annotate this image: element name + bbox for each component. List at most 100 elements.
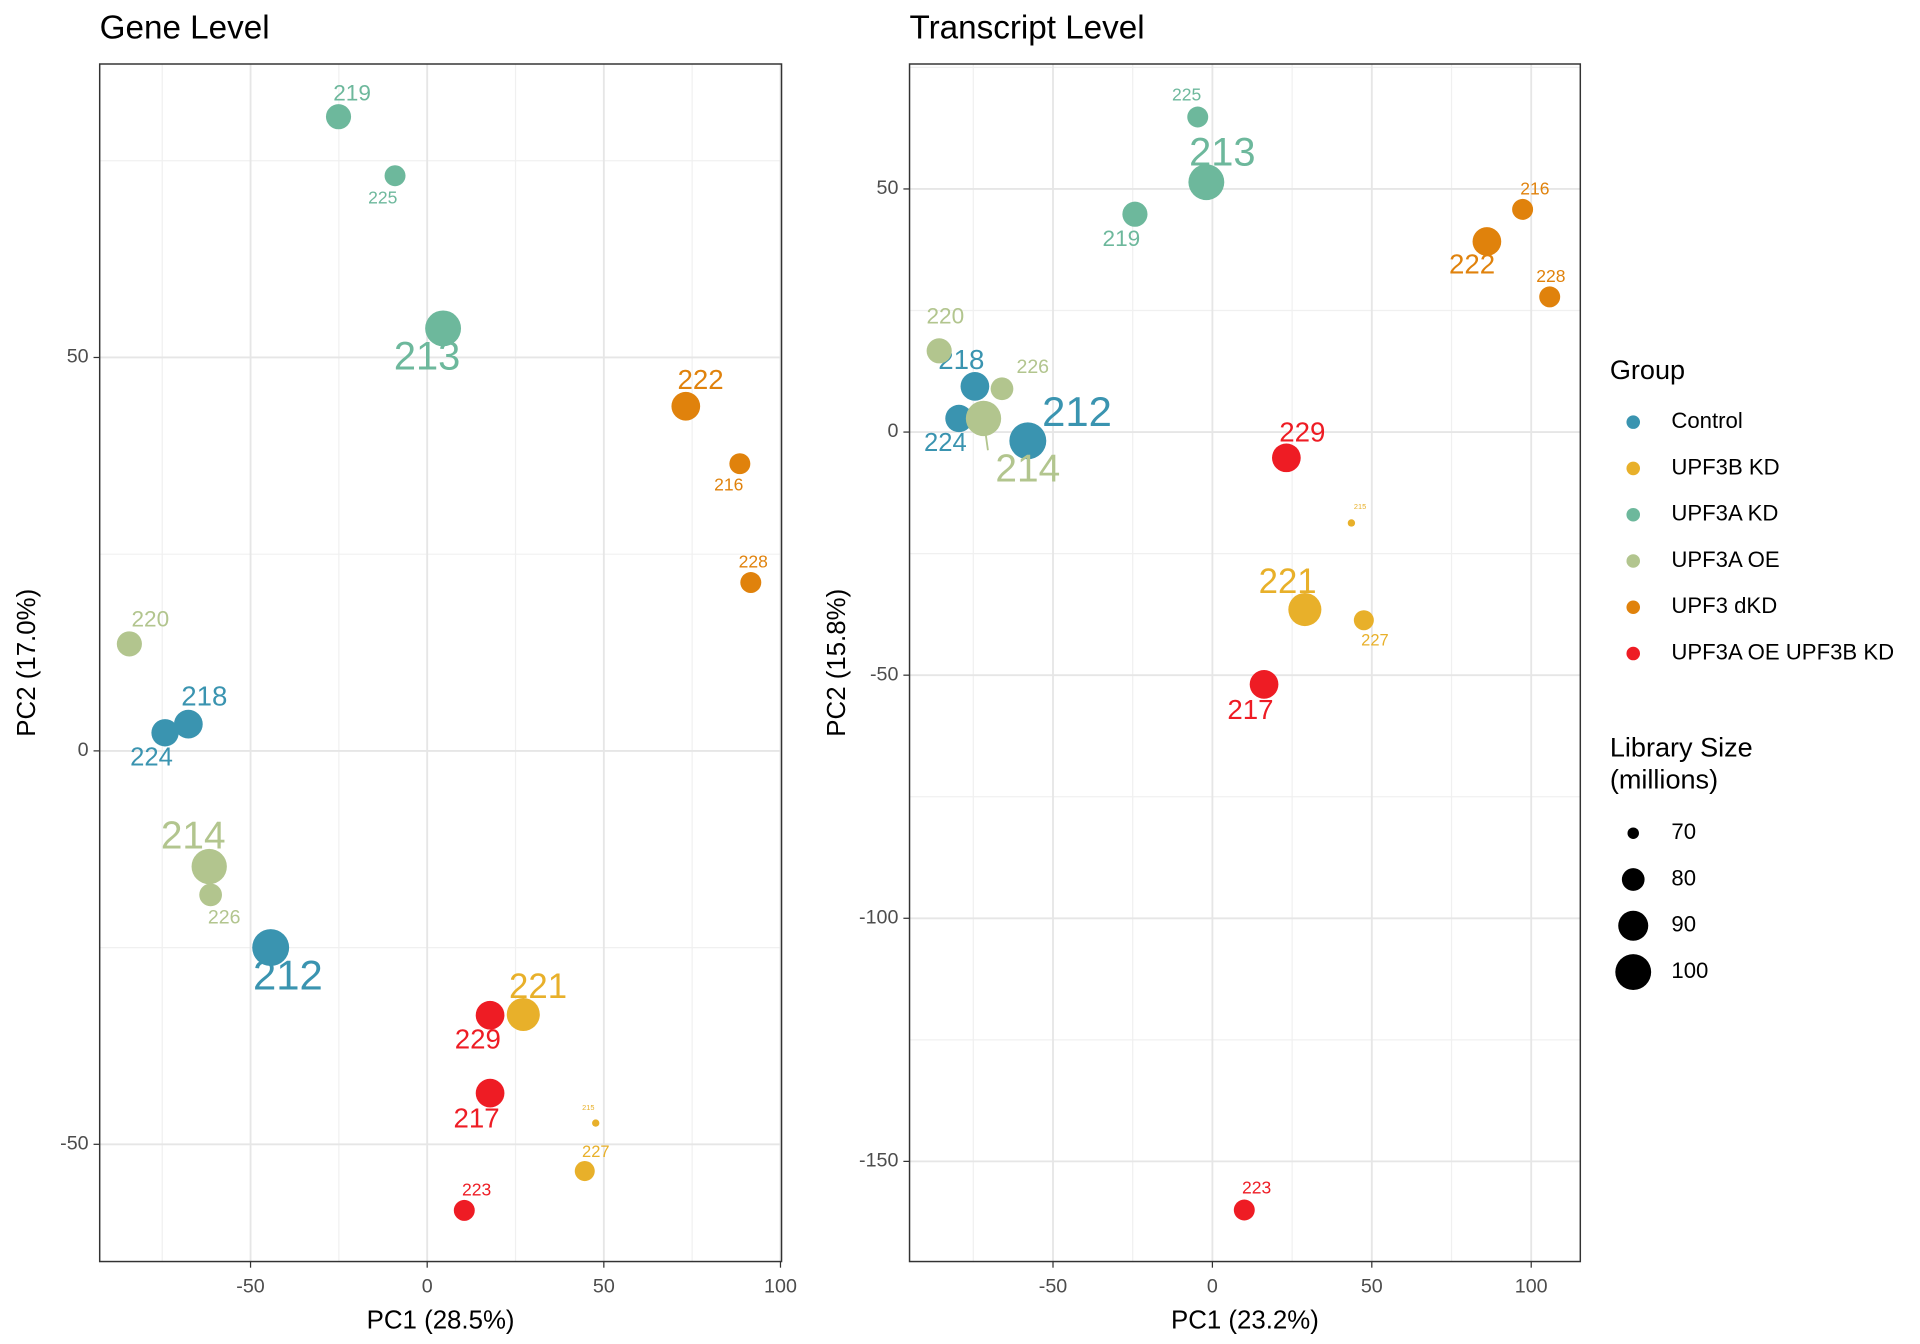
point: [990, 377, 1014, 401]
point-label: 228: [739, 551, 768, 571]
point-label: 219: [333, 81, 371, 106]
point: [1472, 227, 1502, 256]
point-label: 228: [1536, 266, 1565, 286]
chart-title: Transcript Level: [910, 9, 1145, 46]
legend-size: [1615, 954, 1652, 990]
point: [325, 104, 352, 130]
y-tick-label: 0: [888, 420, 899, 442]
point: [475, 1000, 505, 1030]
point: [151, 719, 179, 747]
point-label: 225: [1172, 85, 1201, 105]
legend-swatch: [1626, 646, 1640, 661]
point-label: 226: [1016, 356, 1049, 378]
point-label: 216: [1520, 178, 1549, 198]
point: [453, 1199, 475, 1221]
point: [960, 372, 990, 401]
point-label: 213: [1189, 131, 1255, 175]
legend-swatch: [1626, 415, 1640, 429]
point-label: 214: [995, 448, 1060, 491]
point-label: 229: [455, 1023, 501, 1054]
y-axis-title: PC2 (17.0%): [13, 589, 41, 737]
point-label: 220: [131, 606, 169, 631]
legend-size-label: 70: [1671, 819, 1696, 844]
x-tick-label: 0: [422, 1276, 433, 1298]
point: [740, 572, 762, 593]
point: [199, 883, 222, 907]
legend-size-label: 100: [1671, 958, 1708, 983]
legend-swatch: [1626, 600, 1640, 615]
legend-swatch: [1626, 461, 1640, 476]
legend-title: Library Size: [1610, 732, 1753, 763]
legend-label: UPF3A OE UPF3B KD: [1671, 639, 1894, 664]
legend-size: [1621, 868, 1645, 891]
point-label: 215: [1354, 502, 1366, 511]
point: [1353, 610, 1374, 631]
point-label: 227: [582, 1143, 610, 1161]
point: [425, 310, 462, 347]
x-tick-label: 0: [1207, 1276, 1218, 1298]
point: [1539, 286, 1561, 308]
point-label: 226: [208, 906, 241, 928]
x-axis-title: PC1 (28.5%): [367, 1307, 515, 1335]
x-axis-title: PC1 (23.2%): [1171, 1307, 1319, 1335]
point-label: 229: [1279, 417, 1325, 448]
point-label: 220: [927, 304, 965, 329]
point: [1272, 443, 1301, 473]
legend-swatch: [1626, 507, 1640, 522]
point: [1187, 106, 1209, 128]
legend-label: UPF3B KD: [1671, 454, 1779, 479]
x-tick-label: 100: [764, 1276, 797, 1298]
point: [1288, 592, 1322, 627]
point-label: 222: [1449, 248, 1495, 279]
point: [574, 1161, 595, 1182]
point: [1188, 164, 1225, 201]
x-tick-label: 100: [1515, 1276, 1548, 1298]
point: [174, 709, 203, 739]
point-label: 212: [253, 951, 323, 998]
legend-label: UPF3A KD: [1671, 501, 1778, 526]
point-label: 217: [1227, 694, 1273, 725]
point-label: 219: [1103, 226, 1141, 251]
point-label: 224: [130, 743, 173, 771]
point-label: 223: [1242, 1178, 1271, 1198]
point-label: 227: [1361, 632, 1389, 650]
point-label: 217: [453, 1103, 499, 1134]
point-label: 213: [394, 335, 460, 379]
point: [592, 1119, 600, 1127]
legend-size-label: 80: [1671, 865, 1696, 890]
point: [191, 848, 227, 885]
point: [926, 338, 952, 364]
point: [1347, 519, 1356, 527]
y-tick-label: 50: [877, 177, 899, 199]
point: [729, 453, 751, 475]
legend-label: UPF3A OE: [1671, 547, 1779, 572]
point: [252, 929, 290, 967]
legend-title: (millions): [1610, 764, 1718, 795]
point-label: 224: [924, 429, 967, 457]
y-tick-label: -100: [859, 906, 898, 928]
chart-title: Gene Level: [100, 9, 270, 46]
y-tick-label: -50: [870, 663, 899, 685]
point: [1249, 670, 1279, 699]
legend-label: UPF3 dKD: [1671, 593, 1777, 618]
point-label: 223: [462, 1179, 491, 1199]
point-label: 216: [714, 474, 743, 494]
legend-size-label: 90: [1671, 912, 1696, 937]
x-tick-label: 50: [1361, 1276, 1383, 1298]
plot-border: [908, 63, 1582, 1263]
point-label: 222: [678, 364, 724, 395]
point: [116, 631, 142, 657]
y-tick-label: 0: [78, 739, 89, 761]
point: [1233, 1199, 1255, 1221]
point: [965, 400, 1002, 437]
point-label: 212: [1042, 388, 1112, 435]
x-tick-label: -50: [1039, 1276, 1068, 1298]
point: [1512, 198, 1534, 220]
legend-swatch: [1626, 554, 1640, 568]
point-label: 218: [181, 681, 227, 712]
legend-title: Group: [1610, 354, 1685, 385]
point: [475, 1078, 505, 1108]
point-label: 214: [161, 814, 226, 857]
